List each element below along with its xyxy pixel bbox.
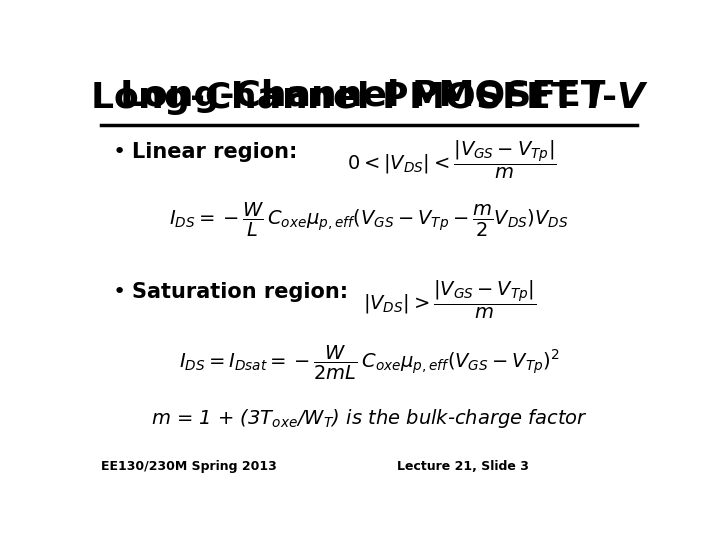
Text: $|V_{DS}| > \dfrac{|V_{GS} - V_{Tp}|}{m}$: $|V_{DS}| > \dfrac{|V_{GS} - V_{Tp}|}{m}… <box>364 279 536 321</box>
Text: •: • <box>112 282 125 302</box>
Text: •: • <box>112 141 125 161</box>
Text: $0 < |V_{DS}| < \dfrac{|V_{GS} - V_{Tp}|}{m}$: $0 < |V_{DS}| < \dfrac{|V_{GS} - V_{Tp}|… <box>347 139 557 181</box>
Text: Long-Channel PMOSFET $\bfit{I}$-$\bfit{V}$: Long-Channel PMOSFET $\bfit{I}$-$\bfit{V… <box>90 79 648 117</box>
Text: Saturation region:: Saturation region: <box>132 282 348 302</box>
Text: $I_{DS} = I_{Dsat} = -\dfrac{W}{2mL}\,C_{oxe}\mu_{p,eff}(V_{GS} - V_{Tp})^{2}$: $I_{DS} = I_{Dsat} = -\dfrac{W}{2mL}\,C_… <box>179 344 559 382</box>
Text: $I_{DS} = -\dfrac{W}{L}\,C_{oxe}\mu_{p,eff}(V_{GS} - V_{Tp} - \dfrac{m}{2}V_{DS}: $I_{DS} = -\dfrac{W}{L}\,C_{oxe}\mu_{p,e… <box>169 201 569 239</box>
Text: Long-Channel PMOSFET: Long-Channel PMOSFET <box>120 79 618 113</box>
Text: Linear region:: Linear region: <box>132 141 297 161</box>
Text: $m$ = 1 + (3$T_{oxe}$/$W_T$) is the bulk-charge factor: $m$ = 1 + (3$T_{oxe}$/$W_T$) is the bulk… <box>150 407 588 430</box>
Text: Lecture 21, Slide 3: Lecture 21, Slide 3 <box>397 460 528 473</box>
Text: EE130/230M Spring 2013: EE130/230M Spring 2013 <box>101 460 277 473</box>
